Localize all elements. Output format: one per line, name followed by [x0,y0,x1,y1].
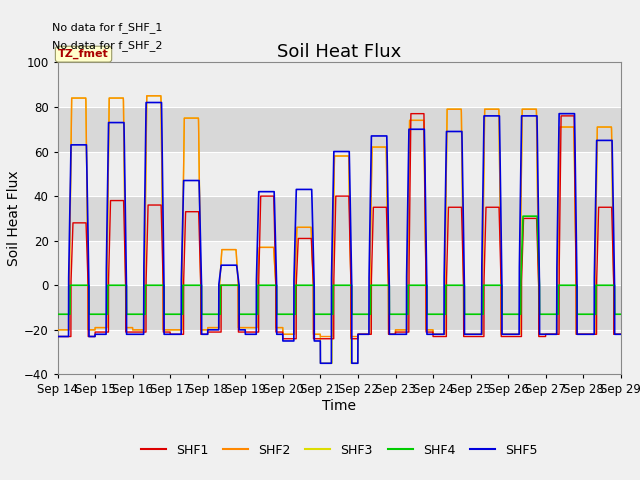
Bar [58,152,621,196]
X-axis label: Time: Time [322,399,356,413]
Legend: SHF1, SHF2, SHF3, SHF4, SHF5: SHF1, SHF2, SHF3, SHF4, SHF5 [136,439,543,462]
Text: No data for f_SHF_1: No data for f_SHF_1 [52,22,163,33]
Text: No data for f_SHF_2: No data for f_SHF_2 [52,40,163,51]
Bar [58,240,621,285]
Text: TZ_fmet: TZ_fmet [58,49,109,59]
Y-axis label: Soil Heat Flux: Soil Heat Flux [7,170,21,266]
Title: Soil Heat Flux: Soil Heat Flux [277,43,401,61]
Bar [58,330,621,374]
Bar [58,62,621,107]
